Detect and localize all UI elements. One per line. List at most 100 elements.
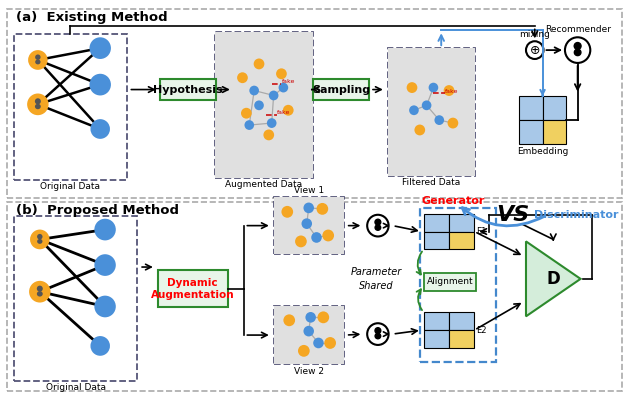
Bar xyxy=(312,79,369,100)
Text: Alignment: Alignment xyxy=(427,277,474,286)
Text: fake: fake xyxy=(282,79,295,84)
Circle shape xyxy=(422,100,431,110)
Bar xyxy=(159,79,216,100)
Circle shape xyxy=(241,108,252,119)
Text: Augmented Data: Augmented Data xyxy=(225,180,303,189)
Text: E1: E1 xyxy=(476,227,487,236)
Circle shape xyxy=(317,203,328,215)
Text: fake: fake xyxy=(276,110,290,115)
Circle shape xyxy=(269,91,278,100)
Circle shape xyxy=(278,83,288,92)
Text: Sampling: Sampling xyxy=(312,84,370,95)
Bar xyxy=(420,208,496,362)
Circle shape xyxy=(30,230,49,249)
Circle shape xyxy=(295,236,307,247)
Bar xyxy=(449,330,474,348)
Circle shape xyxy=(367,215,388,236)
Circle shape xyxy=(237,72,248,83)
Bar xyxy=(388,48,476,176)
Circle shape xyxy=(305,312,316,323)
Text: Embedding: Embedding xyxy=(517,147,568,156)
Circle shape xyxy=(303,326,314,336)
Ellipse shape xyxy=(35,59,40,64)
Circle shape xyxy=(94,219,116,240)
Circle shape xyxy=(284,314,295,326)
Circle shape xyxy=(301,219,312,229)
Bar xyxy=(15,216,137,381)
Circle shape xyxy=(276,68,287,79)
Text: Original Data: Original Data xyxy=(46,383,106,392)
Circle shape xyxy=(406,82,417,93)
Bar xyxy=(424,232,449,249)
Bar xyxy=(215,32,312,178)
Ellipse shape xyxy=(375,225,381,230)
Circle shape xyxy=(35,98,41,104)
Text: D: D xyxy=(547,270,560,288)
Text: Discriminator: Discriminator xyxy=(534,210,618,220)
Circle shape xyxy=(303,203,314,213)
Circle shape xyxy=(283,105,294,116)
Circle shape xyxy=(282,206,293,218)
Text: View 1: View 1 xyxy=(294,186,324,195)
Circle shape xyxy=(565,37,590,63)
Polygon shape xyxy=(526,242,580,316)
Text: VS: VS xyxy=(497,205,530,225)
Bar xyxy=(543,120,566,144)
Circle shape xyxy=(375,328,381,334)
Circle shape xyxy=(526,41,543,59)
Text: E2: E2 xyxy=(476,326,487,335)
Text: mixing: mixing xyxy=(519,30,550,39)
Circle shape xyxy=(447,118,458,129)
Bar xyxy=(274,197,344,254)
Text: $\oplus$: $\oplus$ xyxy=(529,44,540,57)
Circle shape xyxy=(298,345,310,357)
Circle shape xyxy=(313,338,324,348)
Text: Augmentation: Augmentation xyxy=(151,290,235,300)
Circle shape xyxy=(429,83,438,92)
Circle shape xyxy=(254,100,264,110)
Ellipse shape xyxy=(37,239,42,244)
Circle shape xyxy=(35,55,40,60)
Circle shape xyxy=(90,336,110,356)
Circle shape xyxy=(29,281,51,302)
Text: fake: fake xyxy=(445,88,458,94)
Circle shape xyxy=(435,115,444,125)
Circle shape xyxy=(317,311,329,323)
Bar xyxy=(15,34,127,180)
Ellipse shape xyxy=(37,291,43,297)
Bar xyxy=(215,32,312,178)
Circle shape xyxy=(90,74,111,96)
Ellipse shape xyxy=(35,104,41,109)
Circle shape xyxy=(28,50,47,70)
Circle shape xyxy=(375,219,381,225)
Bar xyxy=(424,330,449,348)
Bar xyxy=(6,202,623,391)
Circle shape xyxy=(37,286,43,292)
Circle shape xyxy=(37,234,42,240)
Circle shape xyxy=(367,323,388,345)
Bar xyxy=(449,232,474,249)
Circle shape xyxy=(324,337,336,349)
Bar xyxy=(274,197,344,254)
Circle shape xyxy=(323,230,334,242)
Text: (b)  Proposed Method: (b) Proposed Method xyxy=(17,204,179,217)
Text: Dynamic: Dynamic xyxy=(168,278,218,288)
Circle shape xyxy=(253,59,264,69)
Bar xyxy=(388,48,476,176)
Circle shape xyxy=(27,94,49,115)
Bar xyxy=(519,120,543,144)
Bar xyxy=(157,270,228,308)
Text: (a)  Existing Method: (a) Existing Method xyxy=(17,11,168,23)
Bar xyxy=(274,306,344,364)
Circle shape xyxy=(574,43,581,49)
Circle shape xyxy=(94,254,116,276)
Text: Parameter
Shared: Parameter Shared xyxy=(350,267,401,291)
Ellipse shape xyxy=(574,49,581,56)
Circle shape xyxy=(250,86,259,96)
Circle shape xyxy=(415,125,425,135)
Circle shape xyxy=(267,118,276,128)
Bar xyxy=(519,96,543,120)
Circle shape xyxy=(311,232,322,243)
Text: Recommender: Recommender xyxy=(545,25,611,34)
Text: Generator: Generator xyxy=(422,196,485,206)
